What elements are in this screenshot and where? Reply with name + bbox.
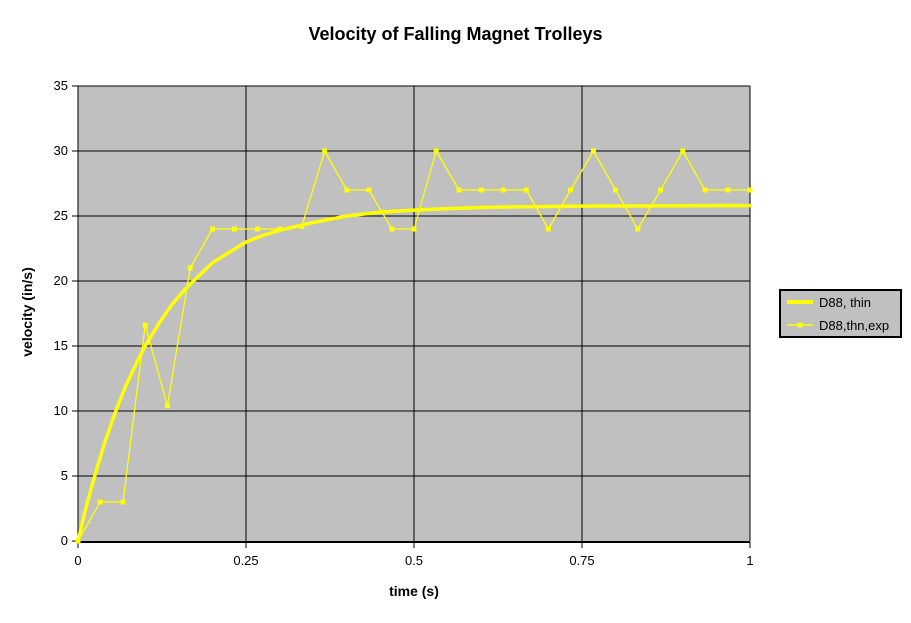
data-point-marker	[590, 148, 596, 154]
y-tick-label: 5	[60, 468, 68, 483]
y-tick-label: 30	[53, 143, 68, 158]
x-tick-label: 0.25	[233, 553, 259, 568]
data-point-marker	[635, 226, 641, 232]
data-point-marker	[545, 226, 551, 232]
data-point-marker	[142, 322, 148, 328]
y-tick-label: 10	[53, 403, 68, 418]
data-point-marker	[366, 187, 372, 193]
legend-item-d88-thn-exp: D88,thn,exp	[781, 315, 900, 335]
data-point-marker	[456, 187, 462, 193]
x-tick-label: 1	[746, 553, 754, 568]
legend-marker-line-sample-icon	[787, 322, 813, 328]
legend-thick-line-sample-icon	[787, 300, 813, 304]
data-point-marker	[209, 226, 215, 232]
data-point-marker	[411, 226, 417, 232]
data-point-marker	[75, 538, 81, 544]
x-axis-title: time (s)	[389, 583, 439, 599]
y-axis-title: velocity (in/s)	[19, 267, 35, 357]
y-tick-label: 20	[53, 273, 68, 288]
legend: D88, thin D88,thn,exp	[779, 289, 902, 338]
data-point-marker	[680, 148, 686, 154]
data-point-marker	[523, 187, 529, 193]
data-point-marker	[433, 148, 439, 154]
chart-title: Velocity of Falling Magnet Trolleys	[308, 24, 603, 44]
data-point-marker	[500, 187, 506, 193]
data-point-marker	[254, 226, 260, 232]
y-tick-label: 0	[60, 533, 68, 548]
series-line-d88-thin	[76, 203, 752, 543]
y-tick-label: 25	[53, 208, 68, 223]
x-tick-label: 0	[74, 553, 82, 568]
data-point-marker	[299, 223, 305, 229]
data-point-marker	[725, 187, 731, 193]
data-point-marker	[344, 187, 350, 193]
data-point-marker	[187, 265, 193, 271]
data-point-marker	[658, 187, 664, 193]
data-point-marker	[164, 403, 170, 409]
legend-label: D88,thn,exp	[819, 317, 890, 333]
data-point-marker	[747, 187, 753, 193]
data-point-marker	[702, 187, 708, 193]
y-tick-label: 15	[53, 338, 68, 353]
legend-label: D88, thin	[819, 294, 872, 310]
y-tick-label: 35	[53, 78, 68, 93]
data-point-marker	[97, 499, 103, 505]
data-point-marker	[120, 499, 126, 505]
data-point-marker	[389, 226, 395, 232]
data-point-marker	[277, 226, 283, 232]
data-point-marker	[568, 187, 574, 193]
x-tick-label: 0.75	[569, 553, 595, 568]
data-point-marker	[232, 226, 238, 232]
x-tick-label: 0.5	[404, 553, 424, 568]
data-point-marker	[613, 187, 619, 193]
data-point-marker	[322, 148, 328, 154]
data-point-marker	[478, 187, 484, 193]
legend-item-d88-thin: D88, thin	[781, 292, 900, 312]
